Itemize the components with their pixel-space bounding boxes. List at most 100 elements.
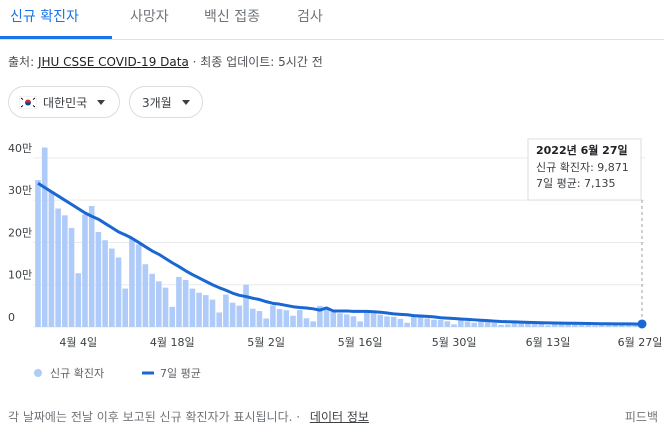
bar: [545, 325, 551, 327]
bar: [290, 315, 296, 327]
tab-indicator: [0, 36, 112, 39]
bar: [364, 312, 370, 327]
source: 출처: JHU CSSE COVID-19 Data · 최종 업데이트: 5시…: [8, 53, 323, 70]
caret: [181, 99, 190, 105]
bar: [223, 294, 229, 327]
region-dropdown[interactable]: 대한민국: [8, 86, 120, 118]
y-tick-label: 40만: [8, 142, 32, 155]
hover-dot: [637, 319, 647, 329]
footer-text: 각 날짜에는 전날 이후 보고된 신규 확진자가 표시됩니다. ·: [8, 410, 301, 424]
bar: [343, 314, 350, 327]
average-line: [37, 182, 643, 326]
bar: [142, 264, 149, 327]
tooltip-line: 7일 평균: 7,135: [536, 176, 616, 190]
x-tick-label: 6월 27일: [618, 335, 663, 349]
bar: [525, 322, 531, 327]
bar: [162, 287, 169, 327]
bar: [471, 322, 478, 327]
bar: [330, 311, 337, 327]
x-tick-label: 4월 4일: [59, 335, 97, 349]
bar: [370, 313, 377, 327]
bar: [572, 323, 578, 327]
flag: [19, 95, 37, 109]
bar: [451, 324, 457, 327]
bar: [619, 323, 625, 327]
bar: [390, 316, 397, 327]
bar: [592, 325, 598, 327]
tab[interactable]: 사망자: [130, 9, 169, 25]
tab[interactable]: 검사: [297, 9, 323, 25]
footer-note: 각 날짜에는 전날 이후 보고된 신규 확진자가 표시됩니다. · 데이터 정보: [8, 408, 369, 425]
bar: [350, 316, 357, 327]
source-link[interactable]: JHU CSSE COVID-19 Data: [37, 55, 189, 69]
legend-label: 7일 평균: [160, 366, 201, 380]
bar: [149, 273, 155, 327]
bar: [102, 240, 108, 327]
bar: [310, 321, 316, 327]
bar: [317, 305, 323, 327]
legend-label: 신규 확진자: [50, 367, 104, 380]
bar: [82, 214, 88, 327]
bar: [182, 279, 189, 327]
bar: [129, 237, 135, 327]
bar: [585, 324, 592, 327]
bar: [458, 320, 464, 327]
bar: [431, 319, 437, 327]
bar: [243, 284, 249, 327]
caret: [97, 99, 106, 105]
bar: [216, 312, 222, 327]
divider: [0, 39, 664, 40]
tab[interactable]: 백신 접종: [204, 9, 260, 25]
bar: [276, 309, 283, 327]
x-tick-label: 5월 16일: [338, 335, 383, 349]
y-tick-label: 20만: [8, 226, 32, 239]
bar: [384, 316, 390, 327]
x-tick-label: 5월 2일: [247, 335, 285, 349]
bar: [283, 310, 290, 327]
bar: [417, 316, 424, 327]
bar: [437, 319, 444, 327]
y-tick-label: 30만: [8, 184, 32, 197]
bar: [95, 231, 102, 327]
bar: [75, 273, 82, 327]
bar: [202, 295, 209, 327]
bar: [135, 244, 142, 327]
bar: [551, 323, 558, 327]
bar: [511, 321, 518, 327]
tab[interactable]: 신규 확진자: [10, 9, 79, 25]
bar: [68, 227, 75, 327]
bar: [491, 322, 498, 327]
bar: [176, 276, 182, 327]
bar: [270, 305, 276, 327]
bar: [337, 313, 343, 327]
footer-link[interactable]: 데이터 정보: [309, 410, 369, 424]
region-label: 대한민국: [43, 95, 88, 110]
bar: [565, 323, 571, 327]
bar: [377, 314, 384, 327]
bar: [122, 288, 129, 327]
bar: [444, 321, 451, 327]
bar: [263, 318, 269, 327]
chart: 0 10만 20만 30만 40만 4월 4일 4월 18일 5월 2일 5월 16일 5월 30…: [8, 138, 663, 380]
bar: [249, 308, 256, 327]
bar: [625, 324, 632, 327]
bar: [578, 323, 585, 327]
bar: [632, 324, 639, 327]
y-tick-label: 0: [8, 311, 15, 324]
bar: [464, 321, 471, 327]
bar: [62, 215, 68, 327]
bar: [196, 292, 202, 327]
bar: [612, 323, 618, 327]
bar: [323, 308, 330, 327]
bar: [498, 324, 504, 327]
period-dropdown[interactable]: 3개월: [129, 86, 203, 118]
bar: [357, 321, 363, 327]
bar: [88, 205, 95, 327]
bar: [504, 324, 511, 327]
bar: [35, 180, 41, 327]
tooltip-title: 2022년 6월 27일: [536, 143, 628, 157]
x-tick-label: 5월 30일: [432, 335, 477, 349]
feedback[interactable]: 피드백: [624, 410, 658, 424]
bar: [303, 318, 310, 327]
